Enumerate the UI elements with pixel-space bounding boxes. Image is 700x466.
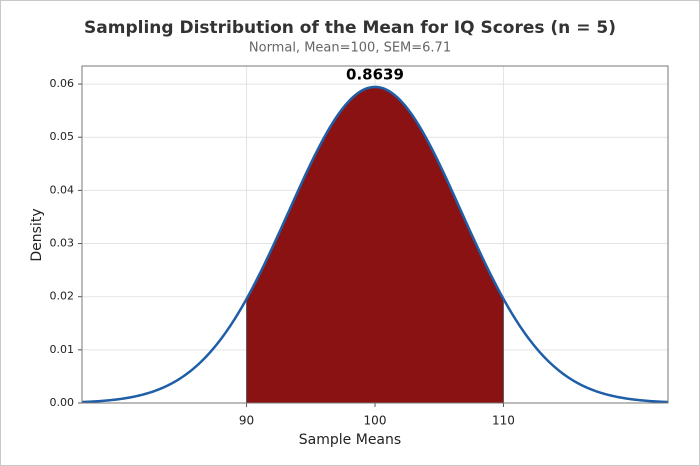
y-axis-label: Density: [29, 208, 45, 261]
x-tick-label: 90: [239, 414, 254, 428]
chart-subtitle: Normal, Mean=100, SEM=6.71: [249, 41, 451, 56]
y-tick-label: 0.01: [50, 343, 75, 356]
x-axis-label: Sample Means: [299, 432, 401, 448]
chart-title: Sampling Distribution of the Mean for IQ…: [84, 18, 616, 38]
y-tick-label: 0.04: [50, 183, 75, 196]
y-tick-label: 0.05: [50, 130, 75, 143]
y-tick-label: 0.02: [50, 290, 75, 303]
x-tick-label: 100: [364, 414, 387, 428]
x-tick-label: 110: [492, 414, 515, 428]
y-tick-label: 0.00: [50, 396, 75, 409]
y-tick-label: 0.03: [50, 237, 75, 250]
y-tick-label: 0.06: [50, 77, 75, 90]
density-curve: [81, 85, 669, 404]
plot-border: [81, 65, 669, 404]
area-label: 0.8639: [346, 65, 404, 83]
